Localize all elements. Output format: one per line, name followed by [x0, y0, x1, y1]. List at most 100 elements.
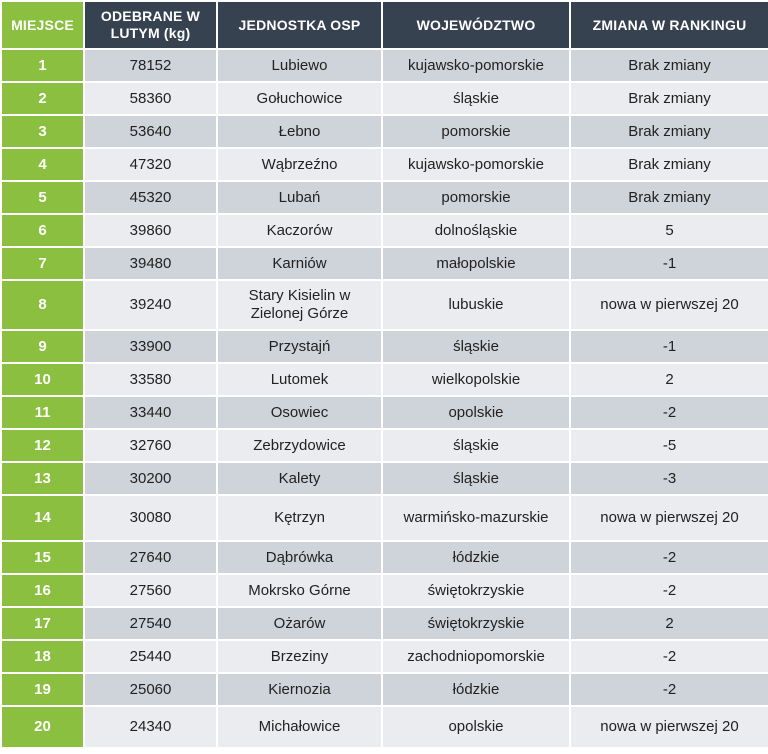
- table-row: 16 27560 Mokrsko Górne świętokrzyskie -2: [0, 573, 768, 608]
- collected-cell: 30080: [83, 494, 218, 542]
- unit-cell: Michałowice: [216, 705, 383, 749]
- table-row: 3 53640 Łebno pomorskie Brak zmiany: [0, 114, 768, 149]
- change-cell: Brak zmiany: [569, 180, 768, 215]
- header-change: ZMIANA W RANKINGU: [569, 0, 768, 50]
- rank-cell: 11: [0, 395, 85, 430]
- table-row: 8 39240 Stary Kisielin w Zielonej Górze lub…: [0, 279, 768, 331]
- voivodeship-cell: śląskie: [381, 461, 571, 496]
- collected-cell: 39480: [83, 246, 218, 281]
- rank-cell: 19: [0, 672, 85, 707]
- rank-cell: 10: [0, 362, 85, 397]
- header-rank: MIEJSCE: [0, 0, 85, 50]
- collected-cell: 39860: [83, 213, 218, 248]
- change-cell: 2: [569, 606, 768, 641]
- unit-cell: Mokrsko Górne: [216, 573, 383, 608]
- unit-cell: Stary Kisielin w Zielonej Górze: [216, 279, 383, 331]
- table-row: 10 33580 Lutomek wielkopolskie 2: [0, 362, 768, 397]
- change-cell: -2: [569, 639, 768, 674]
- rank-cell: 6: [0, 213, 85, 248]
- collected-cell: 47320: [83, 147, 218, 182]
- voivodeship-cell: wielkopolskie: [381, 362, 571, 397]
- rank-cell: 3: [0, 114, 85, 149]
- voivodeship-cell: małopolskie: [381, 246, 571, 281]
- rank-cell: 12: [0, 428, 85, 463]
- voivodeship-cell: łódzkie: [381, 540, 571, 575]
- collected-cell: 24340: [83, 705, 218, 749]
- unit-cell: Osowiec: [216, 395, 383, 430]
- change-cell: nowa w pierwszej 20: [569, 494, 768, 542]
- rank-cell: 5: [0, 180, 85, 215]
- unit-cell: Kalety: [216, 461, 383, 496]
- change-cell: Brak zmiany: [569, 114, 768, 149]
- rank-cell: 14: [0, 494, 85, 542]
- table-row: 14 30080 Kętrzyn warmińsko-mazurskie nowa w …: [0, 494, 768, 542]
- change-cell: -2: [569, 672, 768, 707]
- table-row: 20 24340 Michałowice opolskie nowa w pierwsz…: [0, 705, 768, 749]
- unit-cell: Brzeziny: [216, 639, 383, 674]
- voivodeship-cell: warmińsko-mazurskie: [381, 494, 571, 542]
- voivodeship-cell: opolskie: [381, 705, 571, 749]
- change-cell: 5: [569, 213, 768, 248]
- rank-cell: 17: [0, 606, 85, 641]
- collected-cell: 53640: [83, 114, 218, 149]
- change-cell: Brak zmiany: [569, 48, 768, 83]
- header-unit: JEDNOSTKA OSP: [216, 0, 383, 50]
- voivodeship-cell: pomorskie: [381, 114, 571, 149]
- rank-cell: 20: [0, 705, 85, 749]
- collected-cell: 27640: [83, 540, 218, 575]
- header-voivodeship: WOJEWÓDZTWO: [381, 0, 571, 50]
- unit-cell: Karniów: [216, 246, 383, 281]
- collected-cell: 33440: [83, 395, 218, 430]
- collected-cell: 33580: [83, 362, 218, 397]
- voivodeship-cell: śląskie: [381, 428, 571, 463]
- voivodeship-cell: lubuskie: [381, 279, 571, 331]
- change-cell: nowa w pierwszej 20: [569, 705, 768, 749]
- change-cell: Brak zmiany: [569, 81, 768, 116]
- voivodeship-cell: śląskie: [381, 81, 571, 116]
- table-row: 15 27640 Dąbrówka łódzkie -2: [0, 540, 768, 575]
- table-row: 6 39860 Kaczorów dolnośląskie 5: [0, 213, 768, 248]
- table-row: 12 32760 Zebrzydowice śląskie -5: [0, 428, 768, 463]
- change-cell: -1: [569, 246, 768, 281]
- table-row: 1 78152 Lubiewo kujawsko-pomorskie Brak zmia…: [0, 48, 768, 83]
- change-cell: nowa w pierwszej 20: [569, 279, 768, 331]
- collected-cell: 78152: [83, 48, 218, 83]
- rank-cell: 15: [0, 540, 85, 575]
- change-cell: -3: [569, 461, 768, 496]
- unit-cell: Zebrzydowice: [216, 428, 383, 463]
- unit-cell: Dąbrówka: [216, 540, 383, 575]
- table-row: 17 27540 Ożarów świętokrzyskie 2: [0, 606, 768, 641]
- table-row: 11 33440 Osowiec opolskie -2: [0, 395, 768, 430]
- table-row: 18 25440 Brzeziny zachodniopomorskie -2: [0, 639, 768, 674]
- voivodeship-cell: zachodniopomorskie: [381, 639, 571, 674]
- collected-cell: 25440: [83, 639, 218, 674]
- rank-cell: 2: [0, 81, 85, 116]
- table-header-row: MIEJSCE ODEBRANE W LUTYM (kg) JEDNOSTKA …: [0, 0, 768, 50]
- rank-cell: 9: [0, 329, 85, 364]
- unit-cell: Wąbrzeźno: [216, 147, 383, 182]
- voivodeship-cell: dolnośląskie: [381, 213, 571, 248]
- change-cell: 2: [569, 362, 768, 397]
- unit-cell: Łebno: [216, 114, 383, 149]
- unit-cell: Kiernozia: [216, 672, 383, 707]
- rank-cell: 7: [0, 246, 85, 281]
- unit-cell: Kaczorów: [216, 213, 383, 248]
- collected-cell: 58360: [83, 81, 218, 116]
- change-cell: Brak zmiany: [569, 147, 768, 182]
- unit-cell: Gołuchowice: [216, 81, 383, 116]
- table-row: 13 30200 Kalety śląskie -3: [0, 461, 768, 496]
- change-cell: -1: [569, 329, 768, 364]
- collected-cell: 33900: [83, 329, 218, 364]
- collected-cell: 39240: [83, 279, 218, 331]
- unit-cell: Kętrzyn: [216, 494, 383, 542]
- voivodeship-cell: kujawsko-pomorskie: [381, 147, 571, 182]
- rank-cell: 1: [0, 48, 85, 83]
- rank-cell: 18: [0, 639, 85, 674]
- table-row: 5 45320 Lubań pomorskie Brak zmiany: [0, 180, 768, 215]
- table-row: 4 47320 Wąbrzeźno kujawsko-pomorskie Brak zm…: [0, 147, 768, 182]
- collected-cell: 27560: [83, 573, 218, 608]
- change-cell: -2: [569, 540, 768, 575]
- table-row: 2 58360 Gołuchowice śląskie Brak zmiany: [0, 81, 768, 116]
- unit-cell: Lubiewo: [216, 48, 383, 83]
